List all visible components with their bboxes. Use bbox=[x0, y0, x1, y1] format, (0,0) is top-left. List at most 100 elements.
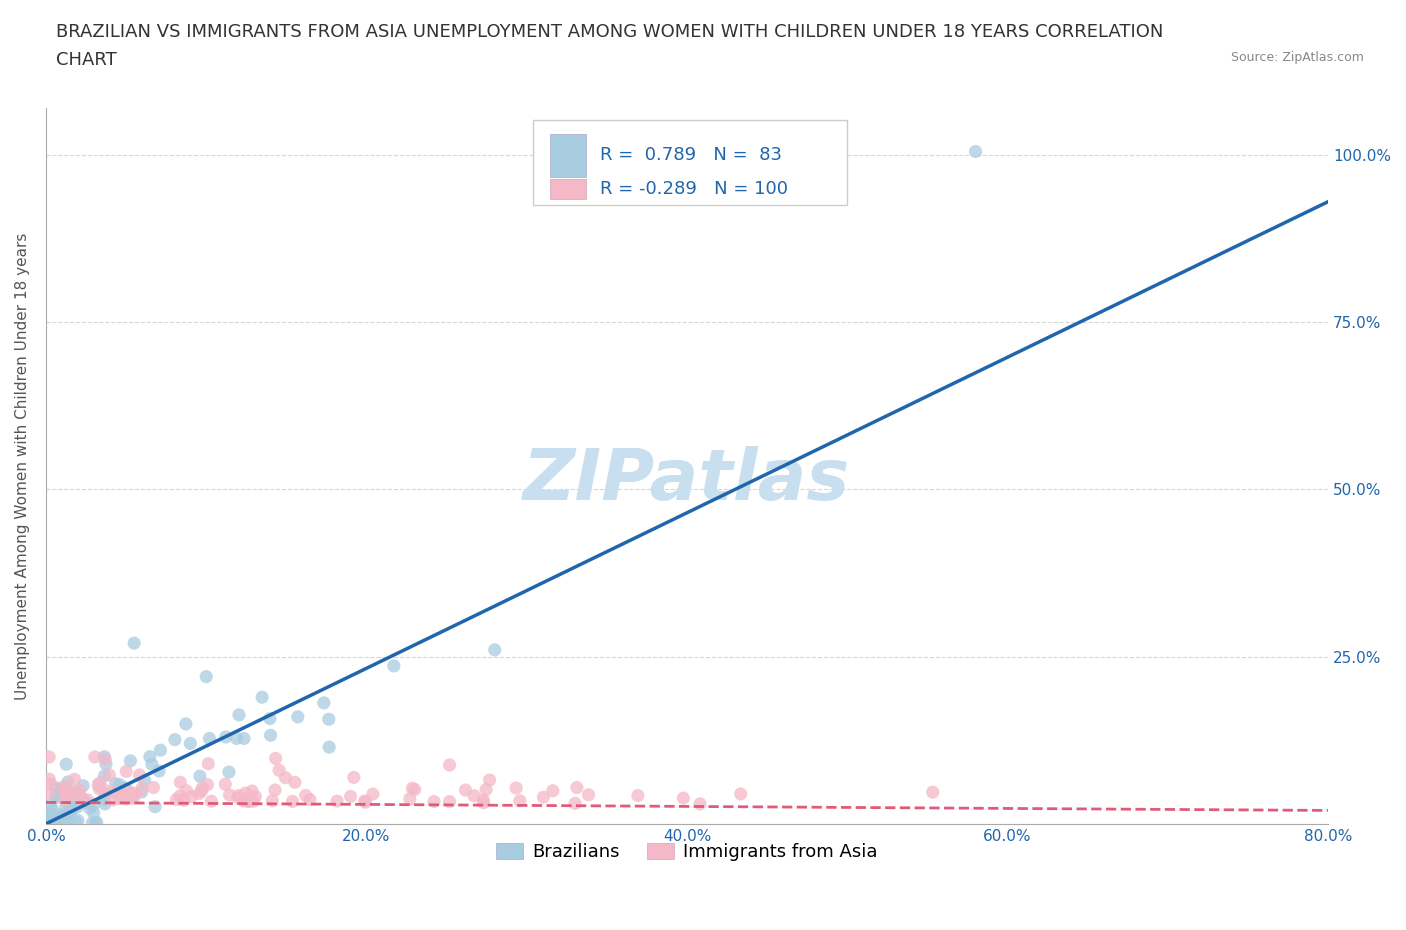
Point bbox=[69, 789, 91, 804]
Point bbox=[45, 816, 67, 830]
Point bbox=[250, 690, 273, 705]
Point bbox=[82, 798, 104, 813]
Point bbox=[262, 793, 284, 808]
Point bbox=[149, 743, 172, 758]
Point bbox=[76, 792, 98, 807]
Point bbox=[235, 786, 257, 801]
Point bbox=[38, 807, 60, 822]
Point bbox=[627, 788, 650, 803]
Point bbox=[55, 783, 77, 798]
Point bbox=[45, 789, 67, 804]
Point bbox=[55, 757, 77, 772]
Point bbox=[49, 811, 72, 826]
Point bbox=[225, 731, 247, 746]
Point bbox=[134, 773, 156, 788]
Point bbox=[39, 816, 62, 830]
Point bbox=[56, 816, 79, 830]
Point bbox=[478, 773, 501, 788]
Legend: Brazilians, Immigrants from Asia: Brazilians, Immigrants from Asia bbox=[489, 836, 884, 869]
Point bbox=[101, 792, 124, 807]
Point bbox=[45, 816, 67, 830]
Point bbox=[143, 799, 166, 814]
Point bbox=[65, 815, 87, 830]
Point bbox=[264, 751, 287, 765]
Point bbox=[114, 780, 136, 795]
Point bbox=[689, 796, 711, 811]
Point bbox=[49, 807, 72, 822]
Point bbox=[353, 793, 375, 808]
Point bbox=[72, 791, 94, 806]
Point bbox=[215, 729, 238, 744]
Point bbox=[46, 816, 69, 830]
Point bbox=[565, 780, 588, 795]
Point bbox=[318, 739, 340, 754]
Point bbox=[439, 794, 461, 809]
Point bbox=[96, 787, 118, 802]
Point bbox=[343, 770, 366, 785]
Text: Source: ZipAtlas.com: Source: ZipAtlas.com bbox=[1230, 51, 1364, 64]
Point bbox=[53, 792, 76, 807]
Point bbox=[93, 782, 115, 797]
Point bbox=[174, 716, 197, 731]
Point bbox=[228, 789, 250, 804]
Point bbox=[240, 784, 263, 799]
Point bbox=[37, 816, 59, 830]
Point bbox=[108, 791, 131, 806]
Y-axis label: Unemployment Among Women with Children Under 18 years: Unemployment Among Women with Children U… bbox=[15, 232, 30, 699]
Point bbox=[284, 775, 307, 790]
Point bbox=[361, 787, 384, 802]
Point bbox=[39, 777, 62, 791]
Point bbox=[121, 790, 143, 805]
Point bbox=[79, 801, 101, 816]
Point bbox=[114, 791, 136, 806]
Point bbox=[131, 781, 153, 796]
Point bbox=[48, 816, 70, 830]
Point bbox=[38, 786, 60, 801]
Point bbox=[124, 786, 146, 801]
Point bbox=[541, 783, 564, 798]
Text: BRAZILIAN VS IMMIGRANTS FROM ASIA UNEMPLOYMENT AMONG WOMEN WITH CHILDREN UNDER 1: BRAZILIAN VS IMMIGRANTS FROM ASIA UNEMPL… bbox=[56, 23, 1164, 41]
Point bbox=[56, 806, 79, 821]
Point bbox=[37, 816, 59, 830]
Point bbox=[83, 805, 105, 820]
Point bbox=[63, 785, 86, 800]
Point bbox=[294, 788, 316, 803]
Point bbox=[58, 788, 80, 803]
Point bbox=[58, 797, 80, 812]
Point bbox=[191, 780, 214, 795]
Point bbox=[94, 757, 117, 772]
Point bbox=[197, 777, 219, 792]
Point bbox=[120, 753, 142, 768]
Point bbox=[87, 777, 110, 792]
Point bbox=[398, 791, 420, 806]
Point bbox=[111, 787, 134, 802]
Point bbox=[89, 781, 111, 796]
Point bbox=[73, 795, 96, 810]
Point bbox=[180, 790, 202, 804]
Point bbox=[94, 796, 117, 811]
Bar bbox=[550, 135, 586, 178]
Point bbox=[41, 808, 63, 823]
Point bbox=[423, 794, 446, 809]
Point bbox=[176, 783, 198, 798]
Point bbox=[269, 763, 291, 777]
Point bbox=[56, 775, 79, 790]
Point bbox=[66, 800, 89, 815]
Point bbox=[232, 793, 254, 808]
Point bbox=[401, 781, 423, 796]
Point bbox=[93, 768, 115, 783]
Point bbox=[52, 783, 75, 798]
Point bbox=[165, 792, 187, 807]
Point bbox=[115, 764, 138, 778]
Point bbox=[53, 801, 76, 816]
Point bbox=[44, 816, 66, 830]
Point bbox=[439, 758, 461, 773]
Text: R = -0.289   N = 100: R = -0.289 N = 100 bbox=[600, 179, 787, 198]
Point bbox=[131, 785, 153, 800]
Point bbox=[281, 794, 304, 809]
Point bbox=[59, 804, 82, 819]
Point bbox=[218, 788, 240, 803]
Point bbox=[53, 778, 76, 793]
Point bbox=[236, 792, 259, 807]
Point bbox=[108, 777, 131, 792]
